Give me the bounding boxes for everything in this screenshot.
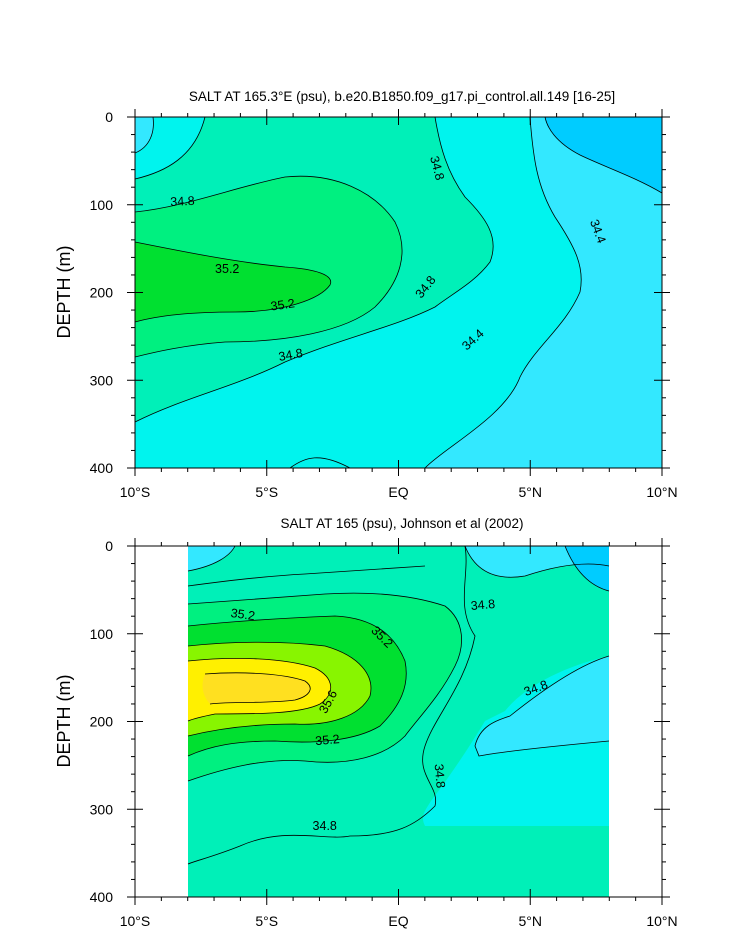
x-tick-label: EQ — [388, 913, 408, 929]
bottom-axes: 10°S 5°S EQ 5°N 10°N 0 100 200 300 400 — [90, 538, 678, 929]
top-axes: 10°S 5°S EQ 5°N 10°N 0 100 200 300 400 — [90, 109, 678, 500]
contour-label: 35.2 — [270, 296, 296, 313]
contour-label: 34.8 — [277, 346, 303, 364]
x-tick-label: 5°S — [255, 913, 278, 929]
contour-label: 35.2 — [215, 262, 239, 276]
contour-line — [187, 565, 426, 587]
contour-label-text: 35.2 — [215, 262, 239, 276]
contour-line — [474, 655, 610, 757]
x-tick-label: 5°N — [519, 484, 543, 500]
contour-line — [544, 116, 663, 194]
contour-line — [187, 615, 407, 757]
y-tick-label: 100 — [90, 197, 114, 213]
bottom-y-axis-label: DEPTH (m) — [54, 675, 74, 768]
contour-label-text: 34.8 — [432, 763, 448, 789]
contour-label-text: 34.8 — [170, 194, 195, 209]
fill-region-34.8-topleft — [188, 546, 235, 571]
contour-label: 35.2 — [230, 606, 256, 623]
x-tick-label: 10°N — [646, 484, 677, 500]
fill-region-34.6-right — [475, 656, 609, 756]
x-tick-label: 5°N — [519, 913, 543, 929]
x-tick-label: EQ — [388, 484, 408, 500]
contour-line — [564, 545, 610, 592]
y-tick-label: 400 — [90, 889, 114, 905]
y-tick-label: 300 — [90, 372, 114, 388]
contour-line — [464, 545, 610, 578]
contour-line — [187, 545, 476, 865]
contour-label: 34.8 — [313, 819, 337, 833]
contour-line — [134, 116, 494, 423]
bottom-contour-fills — [188, 546, 609, 897]
y-tick-label: 200 — [90, 285, 114, 301]
contour-label: 34.8 — [470, 597, 496, 613]
contour-line — [289, 457, 351, 469]
y-tick-label: 400 — [90, 460, 114, 476]
contour-line — [187, 545, 236, 572]
top-chart-title: SALT AT 165.3°E (psu), b.e20.B1850.f09_g… — [189, 89, 615, 104]
y-tick-label: 0 — [105, 109, 113, 125]
fill-region-34.2-left — [135, 117, 154, 153]
contour-label-text: 35.2 — [230, 606, 256, 623]
contour-line — [204, 672, 311, 705]
contour-line — [187, 641, 372, 737]
contour-label-text: 34.8 — [313, 819, 337, 833]
y-tick-label: 0 — [105, 538, 113, 554]
contour-label-text: 35.2 — [315, 732, 341, 748]
x-tick-label: 10°S — [120, 484, 151, 500]
y-tick-label: 100 — [90, 626, 114, 642]
contour-line — [187, 592, 462, 782]
bottom-chart-title: SALT AT 165 (psu), Johnson et al (2002) — [281, 516, 524, 531]
top-contour-lines — [134, 116, 663, 469]
y-tick-label: 200 — [90, 714, 114, 730]
bottom-contour-panel: SALT AT 165 (psu), Johnson et al (2002) — [54, 516, 678, 929]
contour-label: 35.2 — [315, 732, 341, 748]
x-tick-label: 10°S — [120, 913, 151, 929]
contour-line — [134, 241, 332, 323]
top-contour-panel: SALT AT 165.3°E (psu), b.e20.B1850.f09_g… — [54, 89, 678, 500]
contour-label-text: 35.2 — [270, 296, 296, 313]
contour-label-text: 34.8 — [427, 155, 447, 182]
contour-label: 34.8 — [432, 763, 448, 789]
contour-label: 34.8 — [170, 194, 195, 209]
contour-line — [134, 175, 403, 358]
fill-region-34.2 — [545, 117, 662, 193]
fill-region-34.6-pocket — [290, 457, 350, 468]
fill-region-35.8 — [202, 672, 311, 704]
contour-label-text: 34.8 — [470, 597, 496, 613]
contour-line — [187, 657, 332, 722]
x-tick-label: 5°S — [255, 484, 278, 500]
contour-line — [134, 116, 154, 154]
contour-line — [424, 116, 582, 469]
y-tick-label: 300 — [90, 801, 114, 817]
fill-region-35.2 — [135, 242, 331, 322]
fill-region-34.2 — [565, 546, 609, 591]
top-y-axis-label: DEPTH (m) — [54, 246, 74, 339]
contour-label: 34.8 — [427, 155, 447, 182]
x-tick-label: 10°N — [646, 913, 677, 929]
top-contour-fills — [135, 117, 662, 468]
contour-label-text: 34.8 — [277, 346, 303, 364]
contour-line — [134, 116, 206, 180]
bottom-contour-lines — [187, 545, 610, 865]
